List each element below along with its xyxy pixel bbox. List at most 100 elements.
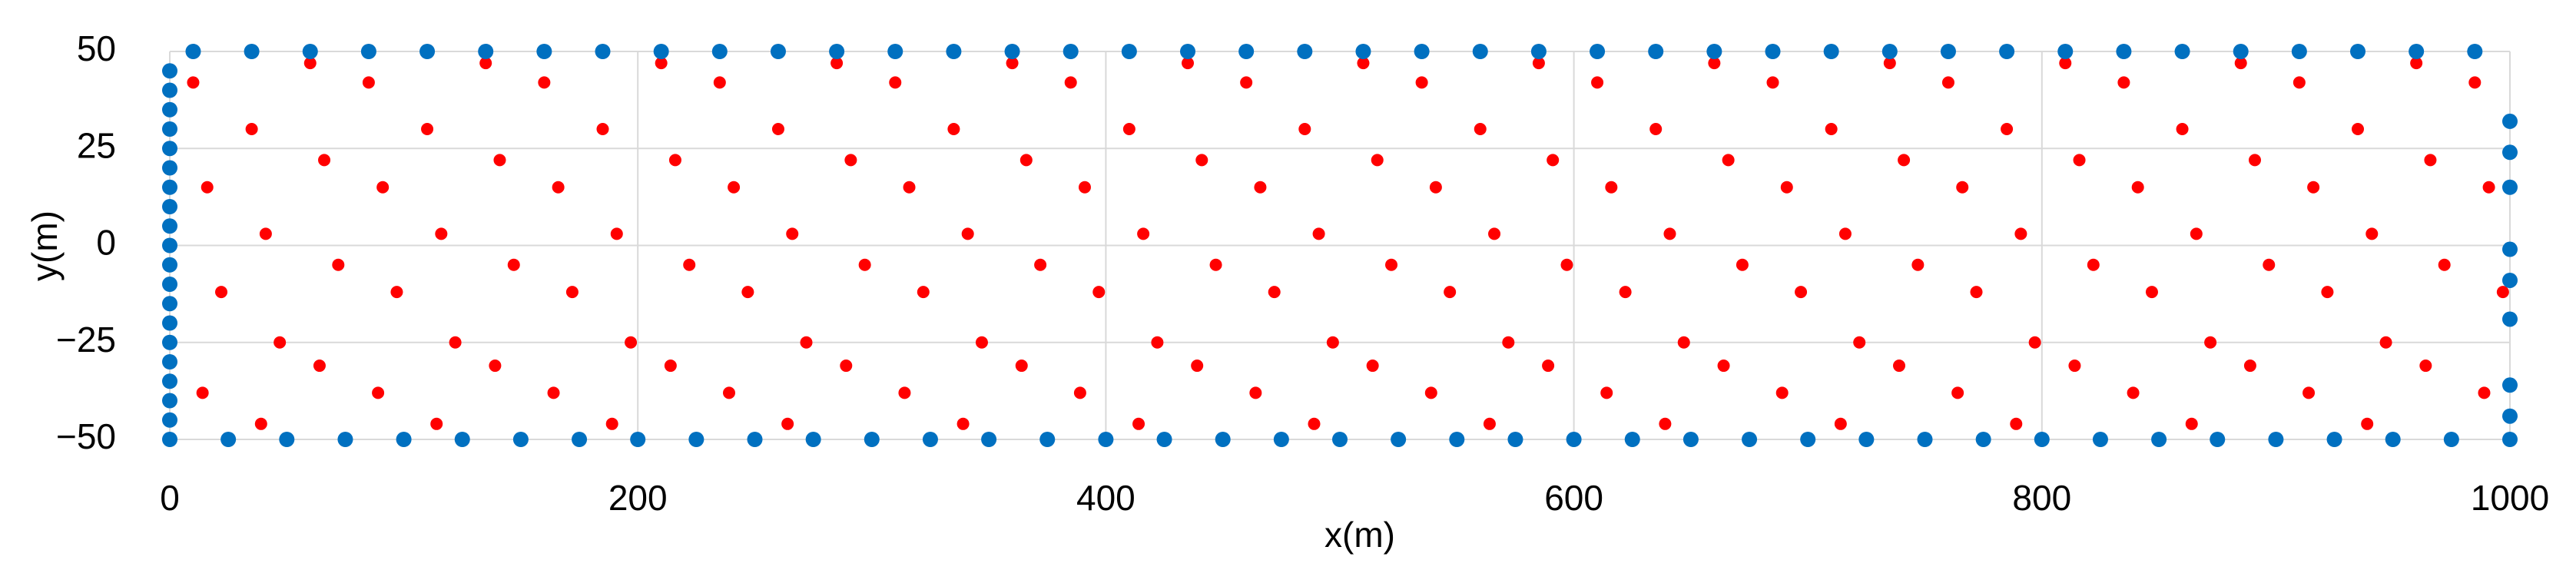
point <box>1542 360 1555 373</box>
point <box>1800 432 1816 447</box>
point <box>279 432 295 447</box>
point <box>2321 286 2334 299</box>
point <box>747 432 763 447</box>
point <box>1624 432 1640 447</box>
point <box>1180 44 1196 59</box>
point <box>536 44 552 59</box>
point <box>1502 336 1515 349</box>
point <box>2145 286 2158 299</box>
point <box>162 334 177 350</box>
point <box>1648 44 1664 59</box>
point <box>1823 44 1839 59</box>
point <box>1956 181 1969 194</box>
y-tick-label: −25 <box>56 320 116 360</box>
point <box>1722 154 1735 167</box>
point <box>1273 432 1289 447</box>
point <box>1683 432 1699 447</box>
point <box>1137 227 1150 240</box>
point <box>2502 241 2518 257</box>
point <box>961 227 974 240</box>
point <box>917 286 930 299</box>
point <box>1708 57 1721 70</box>
point <box>390 286 403 299</box>
point <box>1209 258 1222 271</box>
point <box>610 227 623 240</box>
point <box>2293 76 2306 89</box>
point <box>1706 44 1722 59</box>
point <box>1254 181 1267 194</box>
point <box>162 101 177 118</box>
point <box>1766 76 1779 89</box>
point <box>1238 44 1255 59</box>
point <box>2496 286 2509 299</box>
point <box>162 121 177 137</box>
point <box>1605 181 1618 194</box>
y-tick-label: 25 <box>77 125 116 165</box>
point <box>1858 432 1875 447</box>
point <box>1566 432 1582 447</box>
point <box>1240 76 1253 89</box>
point <box>1151 336 1164 349</box>
point <box>337 432 353 447</box>
point <box>421 123 434 135</box>
point <box>1415 76 1428 89</box>
point <box>1898 154 1911 167</box>
point <box>162 354 177 370</box>
point <box>1039 432 1056 447</box>
point <box>1590 44 1606 59</box>
point <box>2190 227 2203 240</box>
point <box>805 432 821 447</box>
point <box>688 432 705 447</box>
point <box>1736 258 1749 271</box>
point <box>162 199 177 214</box>
point <box>655 57 668 70</box>
point <box>2263 258 2276 271</box>
point <box>507 258 520 271</box>
point <box>1215 432 1231 447</box>
point <box>2131 181 2144 194</box>
y-axis-label: y(m) <box>25 210 65 281</box>
point <box>435 227 448 240</box>
point <box>596 123 609 135</box>
point <box>1371 154 1384 167</box>
point <box>781 417 794 430</box>
point <box>653 44 669 59</box>
point <box>274 336 287 349</box>
point <box>2268 432 2284 447</box>
point <box>829 44 845 59</box>
point <box>1765 44 1781 59</box>
point <box>1659 417 1672 430</box>
point <box>2502 432 2518 447</box>
point <box>2438 258 2451 271</box>
point <box>2174 44 2190 59</box>
point <box>1063 44 1079 59</box>
point <box>1064 76 1077 89</box>
point <box>1941 76 1954 89</box>
point <box>2010 417 2023 430</box>
point <box>187 76 200 89</box>
point <box>489 360 502 373</box>
point <box>595 44 611 59</box>
point <box>2502 272 2518 288</box>
point <box>162 141 177 157</box>
point <box>1717 360 1730 373</box>
point <box>1892 360 1905 373</box>
point <box>2034 432 2050 447</box>
point <box>800 336 813 349</box>
point <box>1775 386 1789 399</box>
point <box>1122 123 1135 135</box>
point <box>162 432 177 447</box>
point <box>664 360 677 373</box>
point <box>2419 360 2432 373</box>
point <box>2176 123 2189 135</box>
point <box>1917 432 1933 447</box>
point <box>1098 432 1114 447</box>
point <box>2467 44 2483 59</box>
point <box>722 386 735 399</box>
point <box>668 154 681 167</box>
point <box>2087 258 2100 271</box>
point <box>1881 44 1898 59</box>
point <box>449 336 462 349</box>
point <box>711 44 728 59</box>
point <box>313 360 326 373</box>
